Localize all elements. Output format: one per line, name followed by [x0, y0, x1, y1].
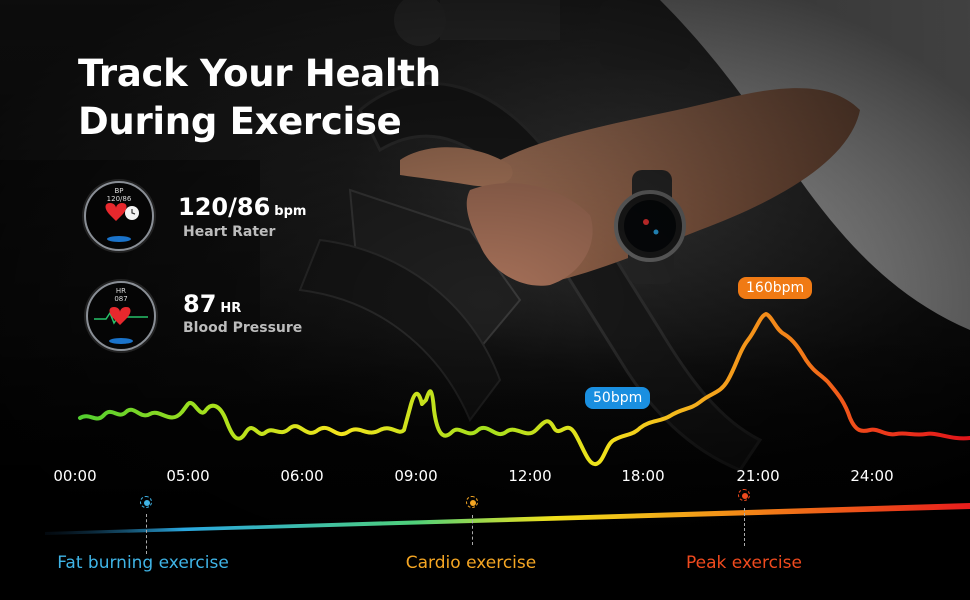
- watch-face-label: BP: [114, 187, 124, 195]
- stat-label: Blood Pressure: [183, 320, 303, 336]
- stat-number: 87: [183, 290, 217, 318]
- stat-number: 120/86: [178, 193, 271, 221]
- time-tick: 09:00: [394, 467, 438, 485]
- title-line-1: Track Your Health: [78, 52, 441, 95]
- callout-text: 160bpm: [746, 280, 805, 296]
- heart-icon: [94, 307, 148, 344]
- fat-burning-marker-icon: [140, 496, 152, 508]
- watch-face-value: 120/86: [106, 195, 132, 203]
- cardio-marker-icon: [466, 496, 478, 508]
- waveform-line: [78, 312, 970, 466]
- zone-leader-line: [472, 515, 473, 545]
- time-tick: 00:00: [53, 467, 97, 485]
- watch-face-hr: HR 087: [86, 281, 156, 351]
- stat-label: Heart Rater: [183, 224, 276, 240]
- time-tick: 24:00: [850, 467, 894, 485]
- page-title: Track Your Health During Exercise: [78, 50, 441, 146]
- callout-text: 50bpm: [593, 390, 643, 406]
- time-tick: 05:00: [166, 467, 210, 485]
- zone-label-peak: Peak exercise: [686, 553, 802, 573]
- time-tick: 12:00: [508, 467, 552, 485]
- time-tick: 18:00: [621, 467, 665, 485]
- watch-face-bp: BP 120/86: [84, 181, 154, 251]
- stat-value: 87 HR: [183, 290, 241, 318]
- peak-marker-icon: [738, 489, 750, 501]
- title-line-2: During Exercise: [78, 100, 402, 143]
- high-bpm-callout: 160bpm: [738, 277, 813, 299]
- zone-leader-line: [146, 514, 147, 554]
- watch-face-label: HR: [115, 287, 127, 295]
- zone-label-fat-burning: Fat burning exercise: [57, 553, 229, 573]
- stat-value: 120/86 bpm: [178, 193, 306, 221]
- watch-face-value: 087: [114, 295, 128, 303]
- zone-leader-line: [744, 508, 745, 546]
- heart-icon: [105, 203, 139, 242]
- stat-unit: HR: [220, 301, 242, 316]
- low-bpm-callout: 50bpm: [585, 387, 651, 409]
- time-tick: 06:00: [280, 467, 324, 485]
- stat-unit: bpm: [274, 204, 307, 219]
- time-tick: 21:00: [736, 467, 780, 485]
- zone-label-cardio: Cardio exercise: [405, 553, 537, 573]
- intensity-bar: [45, 503, 970, 535]
